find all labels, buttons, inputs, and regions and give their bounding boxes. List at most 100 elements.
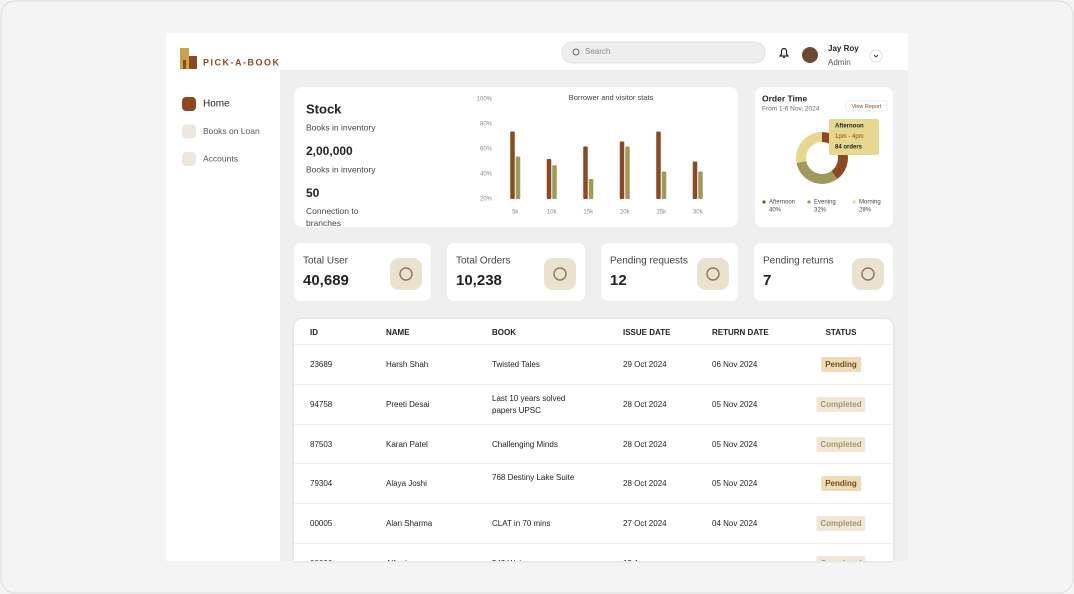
status-badge: Completed <box>816 396 866 412</box>
table-cell: 28 Oct 2024 <box>623 439 667 449</box>
table-cell: Alfred <box>386 558 407 561</box>
stat-label: Total User <box>303 256 349 267</box>
table-cell: Harsh Shah <box>386 360 429 369</box>
stat-icon <box>697 258 729 290</box>
bar <box>661 171 667 199</box>
bar <box>692 161 698 199</box>
nav-icon[interactable] <box>182 97 196 111</box>
stat-icon-glyph <box>861 267 875 281</box>
table-cell: 543 Weimann <box>492 558 587 561</box>
avatar[interactable] <box>802 47 818 63</box>
topbar <box>166 33 908 70</box>
bar <box>698 171 703 199</box>
legend-label: Morning <box>859 200 881 206</box>
x-tick-label: 5k <box>512 210 519 216</box>
table-cell: 05 Nov 2024 <box>712 399 758 409</box>
bar <box>583 146 588 199</box>
search-icon <box>572 48 580 56</box>
x-tick-label: 25k <box>656 210 667 216</box>
tooltip-text: 84 orders <box>835 145 863 151</box>
table-cell: 28 Oct 2024 <box>623 479 667 489</box>
table-cell: CLAT in 70 mins <box>492 519 551 529</box>
stat-icon-glyph <box>553 267 567 281</box>
tooltip <box>829 119 879 155</box>
user-role: Admin <box>828 58 851 67</box>
status-badge: Completed <box>816 436 866 452</box>
user-name: Jay Roy <box>828 44 859 53</box>
brand: PICK-A-BOOK <box>203 57 281 67</box>
status-badge: Pending <box>821 476 861 492</box>
table-row: 79304 Alaya Joshi 768 Destiny Lake Suite 28… <box>294 463 893 504</box>
table-cell: 00005 <box>310 519 333 529</box>
legend-dot <box>852 200 856 204</box>
x-tick-label: 10k <box>547 210 558 216</box>
legend-value: 28% <box>859 208 872 214</box>
bell[interactable] <box>778 47 790 59</box>
table-cell: 79304 <box>310 479 333 489</box>
sidebar <box>166 33 281 561</box>
stock-title: Stock <box>306 101 342 116</box>
tooltip-text: Afternoon <box>835 124 864 130</box>
table-cell: 29 Oct 2024 <box>623 360 667 369</box>
x-tick-label: 15k <box>583 210 594 216</box>
search-placeholder: Search <box>585 47 610 56</box>
table-row: 00005 Alan Sharma CLAT in 70 mins 27 Oct 20… <box>294 503 893 544</box>
y-tick-label: 20% <box>480 197 493 203</box>
x-tick-label: 20k <box>620 210 631 216</box>
stat-value: 7 <box>763 272 771 289</box>
x-tick-label: 30k <box>693 210 704 216</box>
stat-value: 12 <box>610 272 627 289</box>
table-row: 87503 Karan Patel Challenging Minds 28 Oct … <box>294 423 893 465</box>
column-header: ID <box>310 328 318 337</box>
table-cell: Challenging Minds <box>492 439 558 449</box>
stock-subtitle: Books in inventory <box>306 122 376 132</box>
bar <box>656 131 661 199</box>
table-row: 00006 Alfred 543 Weimann 15 Aug Completed <box>294 543 893 561</box>
table-cell: 28 Oct 2024 <box>623 399 667 409</box>
table-cell: Preeti Desai <box>386 399 430 409</box>
table-cell: 05 Nov 2024 <box>712 439 758 449</box>
bar <box>546 159 552 199</box>
bar <box>625 146 630 199</box>
donut-subtitle: From 1-6 Nov, 2024 <box>762 106 820 113</box>
chevron <box>873 54 879 58</box>
legend-label: Afternoon <box>769 200 795 206</box>
bar <box>515 156 521 199</box>
column-header: NAME <box>386 328 410 337</box>
stat-icon <box>544 258 576 290</box>
y-tick-label: 60% <box>480 147 493 153</box>
table-cell: 05 Nov 2024 <box>712 479 758 489</box>
column-header: RETURN DATE <box>712 328 769 337</box>
tooltip-text: 1pm - 4pm <box>835 134 864 140</box>
menu-toggle[interactable] <box>869 49 883 63</box>
legend-value: 40% <box>769 208 782 214</box>
search-box[interactable] <box>561 41 766 64</box>
y-tick-label: 100% <box>477 97 493 103</box>
nav-icon[interactable] <box>182 124 196 139</box>
stat-icon-glyph <box>706 267 720 281</box>
stat-icon <box>390 258 422 290</box>
nav-icon[interactable] <box>182 152 196 166</box>
table-cell: Last 10 years solved papers UPSC <box>492 393 566 415</box>
table-cell: 768 Destiny Lake Suite <box>492 473 575 483</box>
donut-slice <box>796 161 838 184</box>
stock-value: 2,00,000 <box>306 144 353 158</box>
stock-label: Books in inventory <box>306 164 376 174</box>
stat-icon <box>852 258 884 290</box>
table-cell: Twisted Tales <box>492 360 540 369</box>
y-tick-label: 80% <box>480 122 493 128</box>
stock-label: Connection to branches <box>306 206 359 228</box>
nav-item: Accounts <box>203 153 238 163</box>
table-cell: Alaya Joshi <box>386 479 427 489</box>
stat-value: 40,689 <box>303 272 349 289</box>
table-cell: 15 Aug <box>623 558 648 561</box>
donut-slice <box>795 132 822 163</box>
column-header: ISSUE DATE <box>623 328 671 337</box>
column-header: STATUS <box>825 328 857 337</box>
legend-label: Evening <box>814 200 836 206</box>
view-report-button[interactable] <box>845 100 888 112</box>
stat-label: Pending returns <box>763 256 834 267</box>
table-cell: 27 Oct 2024 <box>623 519 667 529</box>
